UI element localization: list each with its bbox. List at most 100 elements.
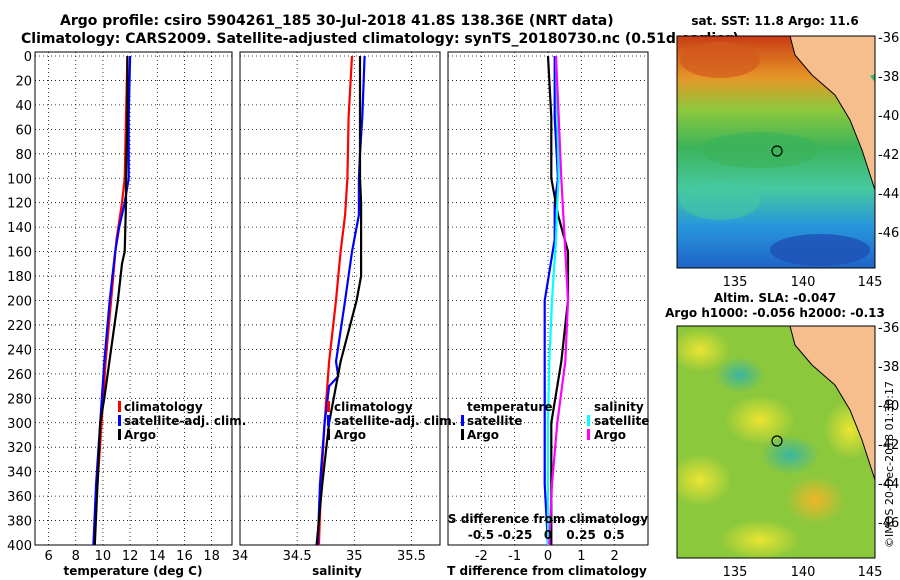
temperature-series — [92, 55, 132, 546]
lon-tick-label: 135 — [723, 275, 748, 290]
lon-tick-label: 145 — [858, 275, 883, 290]
lat-tick-label: -36 — [878, 31, 899, 46]
panel-salinity: 34 34.5 35 35.5 salinity climatology satell… — [232, 51, 456, 578]
depth-tick-label: 180 — [7, 270, 32, 285]
legend-label-satellite-adj: satellite-adj. clim. — [124, 414, 246, 428]
legend-heading-salinity: salinity — [594, 400, 644, 414]
lat-tick-label: -44 — [878, 477, 899, 492]
s-difference-axis-label: S difference from climatology — [448, 512, 648, 526]
sla-map-subtitle: Argo h1000: -0.056 h2000: -0.13 — [665, 306, 885, 320]
depth-tick-label: 140 — [7, 221, 32, 236]
s-difference-tick-labels: -0.5 -0.25 0 0.25 0.5 — [468, 528, 625, 542]
sla-feature — [715, 357, 765, 393]
difference-legend-temperature: temperature satellite Argo — [461, 400, 552, 442]
depth-tick-label: 60 — [15, 123, 32, 138]
depth-tick-label: 320 — [7, 441, 32, 456]
legend-label-satellite-adj-2: satellite-adj. clim. — [334, 414, 456, 428]
lat-tick-label: -46 — [878, 516, 899, 531]
sla-feature — [785, 476, 845, 524]
lon-tick-label: 140 — [791, 565, 816, 580]
sla-feature — [677, 328, 730, 372]
legend-swatch-climatology-2 — [327, 401, 330, 412]
x-tick-label: 2 — [611, 549, 619, 564]
t-difference-tick-labels: -2 -1 0 1 2 — [475, 549, 619, 564]
land-mass — [789, 326, 875, 481]
salinity-grid — [239, 52, 440, 546]
series-argo — [93, 56, 129, 546]
series-argo — [315, 56, 363, 546]
depth-tick-label: 100 — [7, 172, 32, 187]
series-t-argo — [546, 55, 570, 545]
panel-temperature: 0 20 40 60 80 100 120 140 160 180 200 220 240 260 280 3… — [7, 50, 246, 578]
sla-map-title: Altim. SLA: -0.047 — [714, 291, 836, 305]
x-tick-label: 14 — [149, 549, 166, 564]
temperature-tick-labels: 6 8 10 12 14 16 18 — [44, 549, 219, 564]
temperature-grid — [35, 52, 232, 546]
x-tick-label: 0 — [544, 549, 552, 564]
x-tick-label: 16 — [176, 549, 193, 564]
salinity-axis-label: salinity — [312, 564, 362, 578]
depth-tick-label: 0 — [24, 50, 32, 65]
depth-tick-label: 340 — [7, 466, 32, 481]
legend-heading-temperature: temperature — [467, 400, 552, 414]
x-tick-label: 35 — [346, 549, 363, 564]
sst-feature — [770, 234, 870, 266]
land-mass — [870, 74, 875, 82]
depth-tick-labels: 0 20 40 60 80 100 120 140 160 180 200 220 240 260 280 3… — [7, 50, 32, 554]
x-tick-label: 6 — [44, 549, 52, 564]
legend-label-s-satellite: satellite — [594, 414, 649, 428]
legend-label-climatology-2: climatology — [334, 400, 413, 414]
depth-tick-label: 200 — [7, 295, 32, 310]
sst-feature — [680, 180, 760, 220]
legend-label-argo: Argo — [124, 428, 156, 442]
lat-tick-label: -40 — [878, 399, 899, 414]
x-tick-label: -1 — [508, 549, 521, 564]
lat-tick-label: -36 — [878, 321, 899, 336]
panel-differences: -2 -1 0 1 2 S difference from climatology -0… — [447, 51, 649, 578]
legend-label-argo-2: Argo — [334, 428, 366, 442]
depth-tick-label: 20 — [15, 74, 32, 89]
sst-map-title: sat. SST: 11.8 Argo: 11.6 — [691, 14, 858, 28]
sla-feature — [677, 454, 732, 506]
x-tick-label: 34 — [232, 549, 249, 564]
legend-swatch-t-satellite — [461, 415, 464, 426]
salinity-series — [315, 55, 366, 546]
salinity-frame — [239, 51, 441, 546]
lat-tick-label: -38 — [878, 360, 899, 375]
lon-tick-label: 145 — [858, 565, 883, 580]
legend-swatch-climatology — [118, 401, 121, 412]
x-tick-label: 8 — [72, 549, 80, 564]
sst-map-frame — [676, 35, 876, 269]
sla-feature — [720, 520, 800, 558]
s-tick-label: -0.25 — [498, 528, 533, 542]
legend-label-t-satellite: satellite — [467, 414, 522, 428]
series-s-argo — [548, 55, 570, 546]
sst-lat-ticks: -36 -38 -40 -42 -44 -46 — [878, 31, 899, 241]
depth-tick-label: 260 — [7, 368, 32, 383]
depth-tick-label: 240 — [7, 343, 32, 358]
sla-lat-ticks: -36 -38 -40 -42 -44 -46 — [878, 321, 899, 531]
legend-label-s-argo: Argo — [594, 428, 626, 442]
lat-tick-label: -42 — [878, 438, 899, 453]
argo-location-marker — [771, 435, 783, 447]
legend-swatch-t-argo — [461, 429, 464, 440]
x-tick-label: 35.5 — [397, 549, 426, 564]
difference-series — [543, 55, 570, 546]
sla-map-frame — [676, 325, 876, 559]
depth-tick-label: 80 — [15, 148, 32, 163]
x-tick-label: 18 — [203, 549, 220, 564]
legend-swatch-argo-2 — [327, 429, 330, 440]
sst-map: sat. SST: 11.8 Argo: 11.6 -36 -38 -40 -4… — [676, 14, 899, 290]
salinity-tick-labels: 34 34.5 35 35.5 — [232, 549, 426, 564]
legend-label-t-argo: Argo — [467, 428, 499, 442]
depth-tick-label: 280 — [7, 392, 32, 407]
title-line-1: Argo profile: csiro 5904261_185 30-Jul-2… — [60, 13, 614, 29]
salinity-legend: climatology satellite-adj. clim. Argo — [327, 400, 456, 442]
sla-feature — [725, 395, 795, 445]
series-s-satellite — [546, 55, 560, 545]
legend-swatch-satellite-adj — [118, 415, 121, 426]
title-line-2: Climatology: CARS2009. Satellite-adjuste… — [21, 31, 739, 47]
s-tick-label: 0 — [544, 528, 552, 542]
sla-lon-ticks: 135 140 145 — [723, 565, 883, 580]
difference-legend-salinity: salinity satellite Argo — [587, 400, 649, 442]
